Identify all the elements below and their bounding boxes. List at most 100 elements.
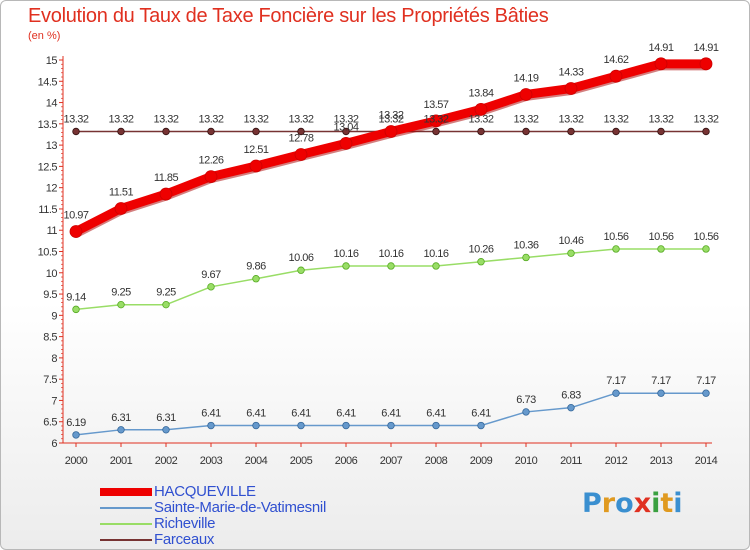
data-label: 13.32 [603, 113, 628, 125]
data-point [159, 187, 173, 201]
data-label: 6.83 [561, 390, 581, 402]
data-label: 7.17 [696, 375, 716, 387]
logo-letter: t [660, 488, 674, 519]
legend-label: Farceaux [154, 531, 215, 548]
y-tick-label: 13.5 [38, 119, 58, 131]
data-point [477, 258, 485, 266]
data-label: 13.84 [468, 87, 493, 99]
x-tick-label: 2004 [245, 455, 268, 467]
data-point [522, 127, 530, 136]
data-label: 13.32 [333, 113, 358, 125]
legend-label: HACQUEVILLE [154, 483, 256, 500]
data-label: 13.32 [198, 113, 223, 125]
x-tick-label: 2007 [380, 455, 403, 467]
x-tick-label: 2014 [695, 455, 718, 467]
data-label: 10.56 [648, 231, 673, 243]
data-point [297, 421, 305, 430]
data-label: 7.17 [651, 375, 671, 387]
data-point [342, 127, 350, 136]
data-point [72, 127, 80, 136]
data-point [477, 421, 485, 430]
data-point [69, 225, 83, 238]
data-label: 6.31 [156, 412, 176, 424]
data-label: 6.41 [471, 408, 491, 420]
data-point [72, 431, 80, 439]
data-label: 10.97 [63, 209, 88, 221]
data-label: 6.19 [66, 417, 86, 429]
data-point [252, 421, 260, 430]
data-point [657, 127, 665, 136]
proxiti-logo[interactable]: Proxiti [582, 488, 683, 519]
data-point [612, 389, 620, 397]
y-tick-label: 12.5 [38, 161, 58, 173]
data-label: 13.32 [558, 113, 583, 125]
data-point [162, 426, 170, 434]
data-point [162, 300, 170, 309]
data-label: 10.46 [558, 235, 583, 247]
data-point [384, 125, 398, 138]
data-point [702, 127, 710, 136]
logo-letter: o [615, 488, 634, 519]
data-label: 13.32 [378, 113, 403, 125]
data-point [297, 266, 305, 274]
data-label: 13.57 [423, 99, 448, 111]
data-point [117, 426, 125, 434]
data-point [567, 249, 575, 257]
data-label: 14.33 [558, 67, 583, 79]
y-tick-label: 7.5 [43, 374, 57, 386]
series-line [71, 59, 711, 236]
data-label: 10.56 [603, 231, 628, 243]
data-label: 12.78 [288, 132, 313, 144]
data-point [474, 102, 488, 116]
data-label: 13.32 [693, 113, 718, 125]
data-point [657, 245, 665, 253]
data-point [522, 253, 530, 262]
data-label: 6.41 [381, 408, 401, 420]
data-point [294, 148, 308, 161]
x-tick-label: 2006 [335, 455, 358, 467]
data-label: 13.32 [63, 113, 88, 125]
data-label: 7.17 [606, 375, 626, 387]
x-tick-label: 2010 [515, 455, 538, 467]
logo-letter: x [633, 488, 652, 519]
logo-letter: i [673, 488, 683, 519]
data-label: 13.32 [513, 113, 538, 125]
y-tick-label: 14.5 [38, 76, 58, 88]
x-tick-label: 2000 [65, 455, 88, 467]
y-tick-label: 10.5 [38, 247, 58, 259]
x-tick-label: 2002 [155, 455, 178, 467]
y-tick-label: 9.5 [43, 289, 57, 301]
data-point [252, 127, 260, 136]
series-line-shadow [71, 61, 711, 238]
data-label: 14.19 [513, 72, 538, 84]
x-tick-label: 2003 [200, 455, 223, 467]
data-point [432, 262, 440, 270]
data-label: 12.51 [243, 144, 268, 156]
data-label: 10.16 [423, 248, 448, 260]
data-point [117, 127, 125, 136]
data-label: 14.91 [648, 42, 673, 54]
data-point [429, 114, 443, 128]
data-label: 14.91 [693, 42, 718, 54]
data-label: 13.32 [153, 113, 178, 125]
data-label: 13.32 [648, 113, 673, 125]
data-point [207, 421, 215, 430]
data-label: 13.04 [333, 121, 358, 133]
data-label: 10.56 [693, 231, 718, 243]
data-point [339, 137, 353, 150]
data-point [117, 300, 125, 309]
data-point [564, 82, 578, 95]
data-label: 12.26 [198, 155, 223, 167]
data-label: 11.85 [154, 172, 179, 184]
legend-label: Richeville [154, 515, 216, 532]
data-label: 13.32 [423, 113, 448, 125]
x-tick-label: 2012 [605, 455, 628, 467]
data-label: 9.86 [246, 261, 266, 273]
data-point [699, 57, 713, 71]
data-label: 10.16 [378, 248, 403, 260]
data-point [657, 389, 665, 397]
logo-letter: r [601, 488, 616, 519]
data-point [432, 421, 440, 430]
